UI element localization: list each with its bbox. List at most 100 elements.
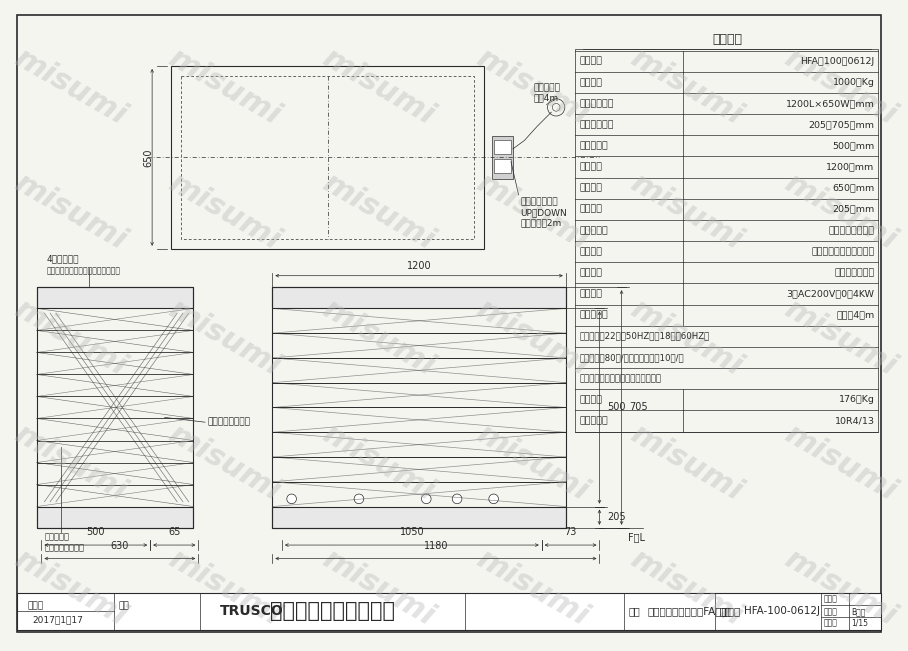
Text: HFA-100-0612J: HFA-100-0612J xyxy=(744,607,820,616)
Text: misumi: misumi xyxy=(317,44,439,131)
Text: 操作方式: 操作方式 xyxy=(579,268,602,277)
Text: misumi: misumi xyxy=(317,419,439,506)
Text: misumi: misumi xyxy=(625,44,747,131)
Text: misumi: misumi xyxy=(9,419,132,506)
Circle shape xyxy=(354,494,364,504)
Text: misumi: misumi xyxy=(779,44,901,131)
Text: ストローク: ストローク xyxy=(579,141,608,150)
Text: 均等荷重: 均等荷重 xyxy=(579,78,602,87)
Text: misumi: misumi xyxy=(9,544,132,631)
Circle shape xyxy=(287,494,296,504)
Text: misumi: misumi xyxy=(163,44,285,131)
Text: 10R4/13: 10R4/13 xyxy=(834,417,874,426)
Text: 1/15: 1/15 xyxy=(852,618,868,628)
Circle shape xyxy=(452,494,462,504)
Text: HFA－100－0612J: HFA－100－0612J xyxy=(800,57,874,66)
Text: 検図: 検図 xyxy=(118,601,129,610)
Text: テーブル寸法: テーブル寸法 xyxy=(579,99,614,108)
Text: 全　　長: 全 長 xyxy=(579,163,602,171)
Text: 型　　式: 型 式 xyxy=(579,57,602,66)
Bar xyxy=(172,66,484,249)
Text: 73: 73 xyxy=(565,527,577,537)
Text: 650: 650 xyxy=(143,148,153,167)
Text: 長サ　4　m: 長サ 4 m xyxy=(836,311,874,320)
Text: misumi: misumi xyxy=(779,544,901,631)
Text: misumi: misumi xyxy=(779,419,901,506)
Text: misumi: misumi xyxy=(317,169,439,256)
Text: misumi: misumi xyxy=(163,294,285,381)
Text: 500: 500 xyxy=(86,527,105,537)
Text: トラスコ中山株式会社: トラスコ中山株式会社 xyxy=(271,602,396,622)
Text: 電源コード
長サ4m: 電源コード 長サ4m xyxy=(533,83,560,103)
Text: misumi: misumi xyxy=(471,544,593,631)
Text: misumi: misumi xyxy=(9,294,132,381)
Text: 500　mm: 500 mm xyxy=(833,141,874,150)
Text: ジャバラ付スーパーFAリフター: ジャバラ付スーパーFAリフター xyxy=(647,607,741,616)
Text: 品名: 品名 xyxy=(628,607,640,616)
Text: 205　mm: 205 mm xyxy=(833,205,874,214)
Text: 1200L×650W　mm: 1200L×650W mm xyxy=(785,99,874,108)
Text: 1200　mm: 1200 mm xyxy=(826,163,874,171)
Text: 2017．1．17: 2017．1．17 xyxy=(32,615,83,624)
Text: 205～705　mm: 205～705 mm xyxy=(809,120,874,129)
Text: 最大使用頹80回/時間・最大起動10回/分: 最大使用頹80回/時間・最大起動10回/分 xyxy=(579,353,684,362)
Text: 176　Kg: 176 Kg xyxy=(839,395,874,404)
Text: misumi: misumi xyxy=(471,169,593,256)
Text: misumi: misumi xyxy=(163,419,285,506)
Text: B－４: B－４ xyxy=(852,607,866,616)
Text: 制御方式: 制御方式 xyxy=(579,247,602,256)
Bar xyxy=(36,506,193,528)
Text: ギャードモーター: ギャードモーター xyxy=(208,418,251,426)
Text: 作成日: 作成日 xyxy=(27,601,44,610)
Circle shape xyxy=(489,494,498,504)
Text: 図　番: 図 番 xyxy=(824,594,837,603)
Text: 1000　Kg: 1000 Kg xyxy=(833,78,874,87)
Text: misumi: misumi xyxy=(625,294,747,381)
Text: 用　紙: 用 紙 xyxy=(824,607,837,616)
Text: 昇降時間　22秒（50HZ）　18秒（60HZ）: 昇降時間 22秒（50HZ） 18秒（60HZ） xyxy=(579,332,709,340)
Text: misumi: misumi xyxy=(625,544,747,631)
Text: 500: 500 xyxy=(607,402,626,413)
Circle shape xyxy=(421,494,431,504)
Text: misumi: misumi xyxy=(163,169,285,256)
Text: TRUSCO: TRUSCO xyxy=(220,604,283,618)
Bar xyxy=(494,140,511,154)
Text: テーブル高サ: テーブル高サ xyxy=(579,120,614,129)
Text: 自　　重: 自 重 xyxy=(579,395,602,404)
Text: 1050: 1050 xyxy=(400,527,424,537)
Text: 電動ボールネジ式: 電動ボールネジ式 xyxy=(829,226,874,235)
Bar xyxy=(576,49,878,432)
Text: 1180: 1180 xyxy=(424,541,449,551)
Bar xyxy=(36,287,193,528)
Text: 塗　装　色: 塗 装 色 xyxy=(579,417,608,426)
Text: misumi: misumi xyxy=(625,169,747,256)
Text: misumi: misumi xyxy=(471,294,593,381)
Text: 4面ジャバラ: 4面ジャバラ xyxy=(46,254,79,263)
Text: 上昇端、下降端リミットスイッチ付: 上昇端、下降端リミットスイッチ付 xyxy=(579,374,661,383)
Text: マグネットスイッチ制御: マグネットスイッチ制御 xyxy=(812,247,874,256)
Text: 630: 630 xyxy=(111,541,129,551)
Text: misumi: misumi xyxy=(779,169,901,256)
Text: 705: 705 xyxy=(629,402,648,413)
Text: 縮　尺: 縮 尺 xyxy=(824,618,837,628)
Text: 3相AC200V、0．4KW: 3相AC200V、0．4KW xyxy=(786,290,874,298)
Bar xyxy=(494,159,511,173)
Bar xyxy=(272,287,566,528)
Text: misumi: misumi xyxy=(471,44,593,131)
Text: 仕　　樹: 仕 樹 xyxy=(712,33,742,46)
Text: misumi: misumi xyxy=(163,544,285,631)
Bar xyxy=(272,287,566,309)
Bar xyxy=(17,593,882,630)
Text: 650　mm: 650 mm xyxy=(833,184,874,193)
Text: misumi: misumi xyxy=(625,419,747,506)
Text: フットスイッチ: フットスイッチ xyxy=(834,268,874,277)
Text: misumi: misumi xyxy=(317,294,439,381)
Text: 全　　高: 全 高 xyxy=(579,205,602,214)
Bar xyxy=(36,287,193,309)
Text: フットスイッチ
UP・DOWN
コード長サ2m: フットスイッチ UP・DOWN コード長サ2m xyxy=(520,198,568,228)
Text: misumi: misumi xyxy=(9,169,132,256)
Text: 205: 205 xyxy=(607,512,626,522)
Bar xyxy=(181,76,474,239)
Text: misumi: misumi xyxy=(471,419,593,506)
Bar xyxy=(272,506,566,528)
